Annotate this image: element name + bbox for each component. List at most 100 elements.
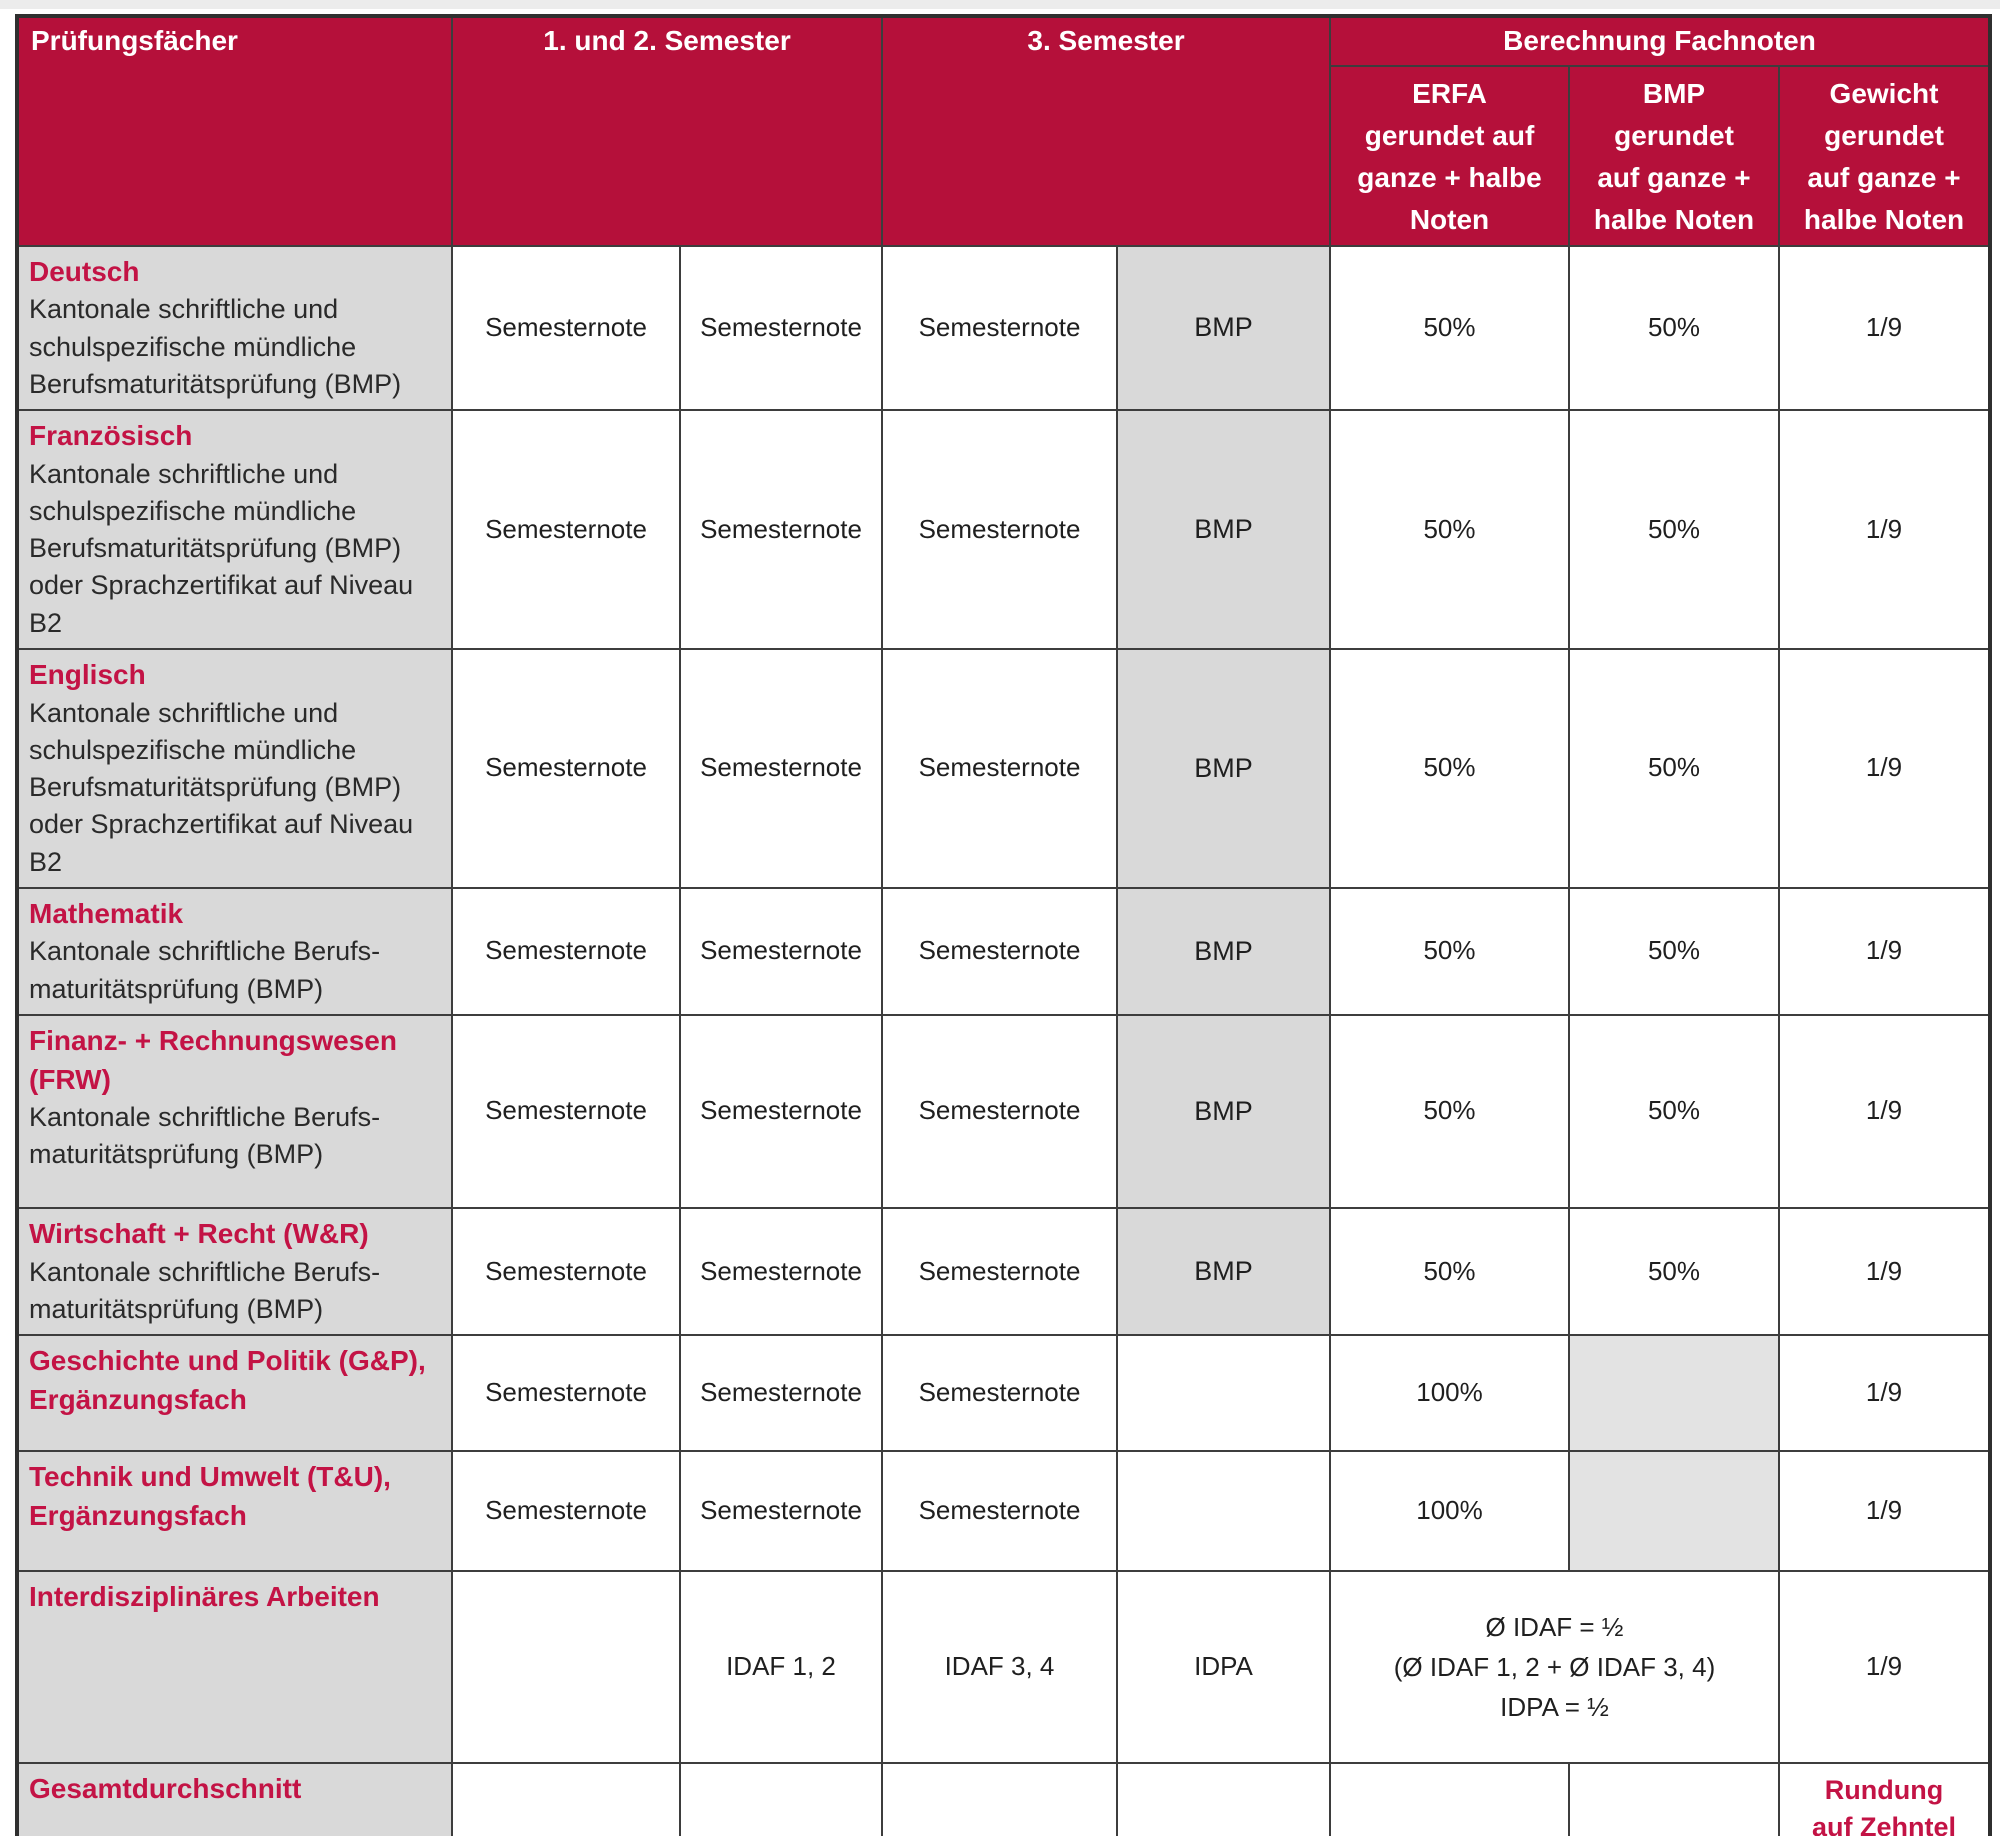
semesternote-cell-1: Semesternote [451, 1450, 681, 1572]
empty-cell [1329, 1762, 1570, 1836]
erfa-percent-cell: 50% [1329, 1013, 1570, 1209]
bmp-exam-cell: BMP [1116, 886, 1331, 1016]
erfa-percent-cell: 100% [1329, 1450, 1570, 1572]
subject-title: Deutsch [29, 255, 140, 287]
semesternote-cell-3: Semesternote [881, 1450, 1118, 1572]
subject-desc: Kantonale schriftliche Berufs-maturitäts… [29, 936, 381, 1004]
bmp-exam-cell: BMP [1116, 647, 1331, 889]
empty-cell [679, 1762, 883, 1836]
subject-cell: Französisch Kantonale schriftliche und s… [16, 409, 453, 650]
subject-cell: Interdisziplinäres Arbeiten [16, 1570, 453, 1764]
semesternote-cell-1: Semesternote [451, 1013, 681, 1209]
rounding-note-cell: Rundung auf Zehntel [1777, 1762, 1992, 1836]
empty-cell [881, 1762, 1118, 1836]
semesternote-cell-1-empty [451, 1570, 681, 1764]
header-sem-1-2: 1. und 2. Semester [451, 15, 883, 247]
table-row-gesamtdurchschnitt: Gesamtdurchschnitt Rundung auf Zehntel [16, 1762, 1992, 1836]
idaf-1-2-cell: IDAF 1, 2 [679, 1570, 883, 1764]
subject-title: Französisch [29, 420, 193, 451]
bmp-percent-cell-empty [1568, 1450, 1780, 1572]
semesternote-cell-2: Semesternote [679, 409, 883, 650]
bmp-percent-cell: 50% [1568, 886, 1780, 1016]
semesternote-cell-2: Semesternote [679, 647, 883, 889]
table-row-frw: Finanz- + Rechnungswesen (FRW) Kantonale… [16, 1013, 1992, 1209]
subject-desc: Kantonale schriftliche und schulspezifis… [29, 294, 402, 399]
bmp-exam-cell-empty [1116, 1334, 1331, 1452]
empty-cell [451, 1762, 681, 1836]
idaf-formula-cell: Ø IDAF = ½ (Ø IDAF 1, 2 + Ø IDAF 3, 4) I… [1329, 1570, 1780, 1764]
semesternote-cell-3: Semesternote [881, 886, 1118, 1016]
subject-title: Wirtschaft + Recht (W&R) [29, 1217, 369, 1249]
subject-desc: Kantonale schriftliche Berufs-maturitäts… [29, 1256, 381, 1324]
table-row-tu: Technik und Umwelt (T&U), Ergänzungsfach… [16, 1450, 1992, 1572]
idpa-cell: IDPA [1116, 1570, 1331, 1764]
subject-desc: Kantonale schriftliche Berufs-maturitäts… [29, 1102, 381, 1170]
semesternote-cell-3: Semesternote [881, 647, 1118, 889]
subject-title: Gesamtdurchschnitt [29, 1773, 302, 1804]
subject-desc: Kantonale schriftliche und schulspezifis… [29, 458, 414, 638]
semesternote-cell-1: Semesternote [451, 647, 681, 889]
subject-cell: Geschichte und Politik (G&P), Ergänzungs… [16, 1334, 453, 1452]
subject-cell: Technik und Umwelt (T&U), Ergänzungsfach [16, 1450, 453, 1572]
empty-cell [1116, 1762, 1331, 1836]
weight-cell: 1/9 [1777, 1206, 1992, 1337]
table-row-idaf: Interdisziplinäres Arbeiten IDAF 1, 2 ID… [16, 1570, 1992, 1764]
bmp-percent-cell: 50% [1568, 647, 1780, 889]
semesternote-cell-3: Semesternote [881, 1013, 1118, 1209]
weight-cell: 1/9 [1777, 1013, 1992, 1209]
table-row-wr: Wirtschaft + Recht (W&R) Kantonale schri… [16, 1206, 1992, 1337]
bmp-percent-cell: 50% [1568, 244, 1780, 412]
subject-title: Geschichte und Politik (G&P), Ergänzungs… [29, 1345, 426, 1415]
subject-title: Mathematik [29, 897, 184, 929]
subject-title: Englisch [29, 658, 146, 690]
subject-cell: Mathematik Kantonale schriftliche Berufs… [16, 886, 453, 1016]
bmp-percent-cell-empty [1568, 1334, 1780, 1452]
header-pruefungsfaecher: Prüfungsfächer [16, 15, 453, 247]
header-sem-3: 3. Semester [881, 15, 1331, 247]
header-berechnung-fachnoten: Berechnung Fachnoten [1328, 15, 1992, 67]
empty-cell [1568, 1762, 1780, 1836]
header-bmp: BMP gerundet auf ganze + halbe Noten [1568, 64, 1780, 247]
table-row-deutsch: Deutsch Kantonale schriftliche und schul… [16, 244, 1992, 412]
erfa-percent-cell: 100% [1329, 1334, 1570, 1452]
total-title-cell: Gesamtdurchschnitt [16, 1762, 453, 1836]
table-row-mathematik: Mathematik Kantonale schriftliche Berufs… [16, 886, 1992, 1016]
semesternote-cell-3: Semesternote [881, 244, 1118, 412]
semesternote-cell-1: Semesternote [451, 1206, 681, 1337]
semesternote-cell-1: Semesternote [451, 886, 681, 1016]
erfa-percent-cell: 50% [1329, 1206, 1570, 1337]
bmp-percent-cell: 50% [1568, 1013, 1780, 1209]
subject-desc: Kantonale schriftliche und schulspezifis… [29, 697, 414, 877]
page-top-edge [0, 0, 2000, 9]
semesternote-cell-2: Semesternote [679, 244, 883, 412]
subject-cell: Finanz- + Rechnungswesen (FRW) Kantonale… [16, 1013, 453, 1209]
bmp-exam-cell: BMP [1116, 244, 1331, 412]
bmp-exam-cell: BMP [1116, 1206, 1331, 1337]
subject-title: Technik und Umwelt (T&U), Ergänzungsfach [29, 1461, 391, 1531]
grades-calculation-table: Prüfungsfächer 1. und 2. Semester 3. Sem… [15, 14, 1993, 1836]
semesternote-cell-2: Semesternote [679, 1013, 883, 1209]
weight-cell: 1/9 [1777, 1450, 1992, 1572]
header-erfa: ERFA gerundet auf ganze + halbe Noten [1329, 64, 1570, 247]
semesternote-cell-3: Semesternote [881, 1206, 1118, 1337]
semesternote-cell-1: Semesternote [451, 1334, 681, 1452]
semesternote-cell-1: Semesternote [451, 409, 681, 650]
weight-cell: 1/9 [1777, 1334, 1992, 1452]
bmp-exam-cell: BMP [1116, 1013, 1331, 1209]
semesternote-cell-2: Semesternote [679, 1450, 883, 1572]
semesternote-cell-2: Semesternote [679, 1334, 883, 1452]
erfa-percent-cell: 50% [1329, 647, 1570, 889]
document-page: Prüfungsfächer 1. und 2. Semester 3. Sem… [0, 9, 2000, 1836]
subject-cell: Wirtschaft + Recht (W&R) Kantonale schri… [16, 1206, 453, 1337]
table-row-franzoesisch: Französisch Kantonale schriftliche und s… [16, 409, 1992, 650]
weight-cell: 1/9 [1777, 1570, 1992, 1764]
table-row-gp: Geschichte und Politik (G&P), Ergänzungs… [16, 1334, 1992, 1452]
idaf-3-4-cell: IDAF 3, 4 [881, 1570, 1118, 1764]
erfa-percent-cell: 50% [1329, 409, 1570, 650]
semesternote-cell-3: Semesternote [881, 409, 1118, 650]
semesternote-cell-2: Semesternote [679, 1206, 883, 1337]
semesternote-cell-1: Semesternote [451, 244, 681, 412]
header-gewicht: Gewicht gerundet auf ganze + halbe Noten [1777, 64, 1992, 247]
table-row-englisch: Englisch Kantonale schriftliche und schu… [16, 647, 1992, 889]
erfa-percent-cell: 50% [1329, 886, 1570, 1016]
